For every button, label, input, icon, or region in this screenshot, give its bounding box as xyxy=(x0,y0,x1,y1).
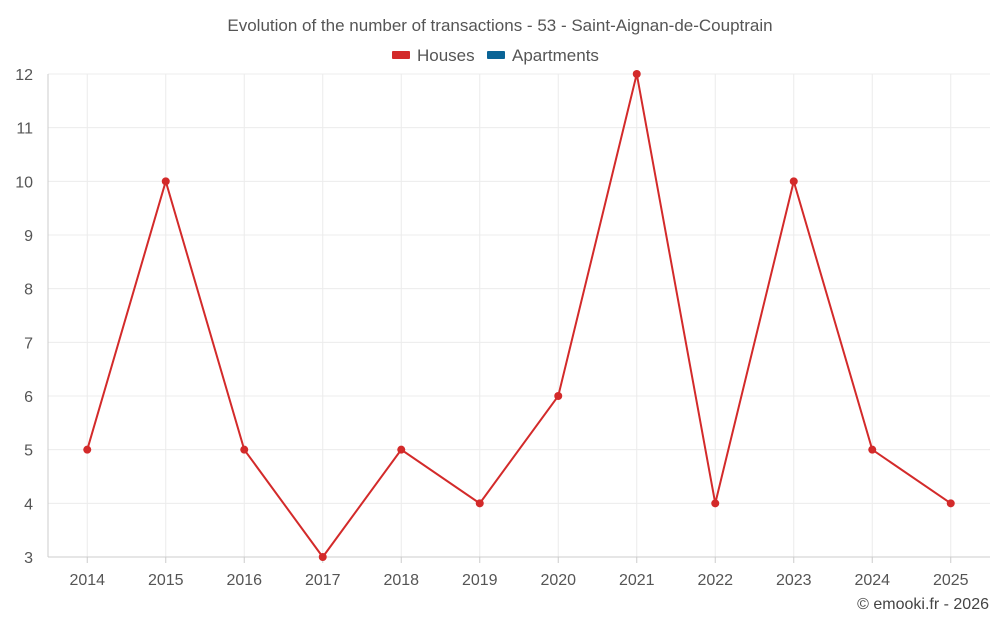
grid xyxy=(48,73,990,557)
legend-swatch-apartments xyxy=(487,51,505,59)
x-tick-label: 2015 xyxy=(148,572,184,589)
x-tick-label: 2014 xyxy=(69,572,105,589)
data-point-houses-2025[interactable] xyxy=(946,499,955,508)
data-point-houses-2016[interactable] xyxy=(240,445,249,454)
axes: 3 4 5 6 7 8 9 10 11 12 2014 2015 2016 2017 2018 2019 202… xyxy=(15,67,990,589)
legend-swatch-houses xyxy=(392,51,410,59)
data-point-houses-2014[interactable] xyxy=(83,445,92,454)
data-point-houses-2019[interactable] xyxy=(475,499,484,508)
y-tick-label: 9 xyxy=(24,228,33,245)
y-tick-label: 5 xyxy=(24,443,33,460)
legend-label-houses: Houses xyxy=(417,46,475,65)
y-tick-label: 7 xyxy=(24,335,33,352)
data-point-houses-2023[interactable] xyxy=(789,177,798,186)
x-tick-label: 2024 xyxy=(854,572,890,589)
y-tick-label: 6 xyxy=(24,389,33,406)
x-tick-label: 2019 xyxy=(462,572,498,589)
x-tick-label: 2016 xyxy=(226,572,262,589)
x-tick-label: 2021 xyxy=(619,572,655,589)
y-tick-label: 12 xyxy=(15,67,33,84)
series-layer xyxy=(83,70,955,561)
data-point-houses-2021[interactable] xyxy=(632,70,641,78)
x-tick-label: 2020 xyxy=(540,572,576,589)
y-tick-label: 8 xyxy=(24,282,33,299)
y-tick-label: 4 xyxy=(24,496,33,513)
y-tick-label: 3 xyxy=(24,550,33,567)
legend-label-apartments: Apartments xyxy=(512,46,599,65)
legend: Houses Apartments xyxy=(392,46,599,65)
y-tick-label: 11 xyxy=(16,121,33,138)
series-line-houses xyxy=(86,73,952,559)
x-tick-label: 2018 xyxy=(383,572,419,589)
y-tick-label: 10 xyxy=(15,174,33,191)
credit-text: © emooki.fr - 2026 xyxy=(857,596,989,613)
data-point-houses-2022[interactable] xyxy=(711,499,720,508)
data-point-houses-2015[interactable] xyxy=(161,177,170,186)
data-point-houses-2017[interactable] xyxy=(318,553,327,561)
data-point-houses-2018[interactable] xyxy=(397,445,406,454)
chart-title: Evolution of the number of transactions … xyxy=(227,16,772,35)
legend-item-houses[interactable]: Houses xyxy=(392,46,475,65)
legend-item-apartments[interactable]: Apartments xyxy=(487,46,599,65)
x-tick-label: 2025 xyxy=(933,572,969,589)
x-tick-label: 2023 xyxy=(776,572,812,589)
data-point-houses-2020[interactable] xyxy=(554,392,563,400)
x-tick-label: 2022 xyxy=(697,572,733,589)
data-point-houses-2024[interactable] xyxy=(868,445,877,454)
x-tick-label: 2017 xyxy=(305,572,341,589)
